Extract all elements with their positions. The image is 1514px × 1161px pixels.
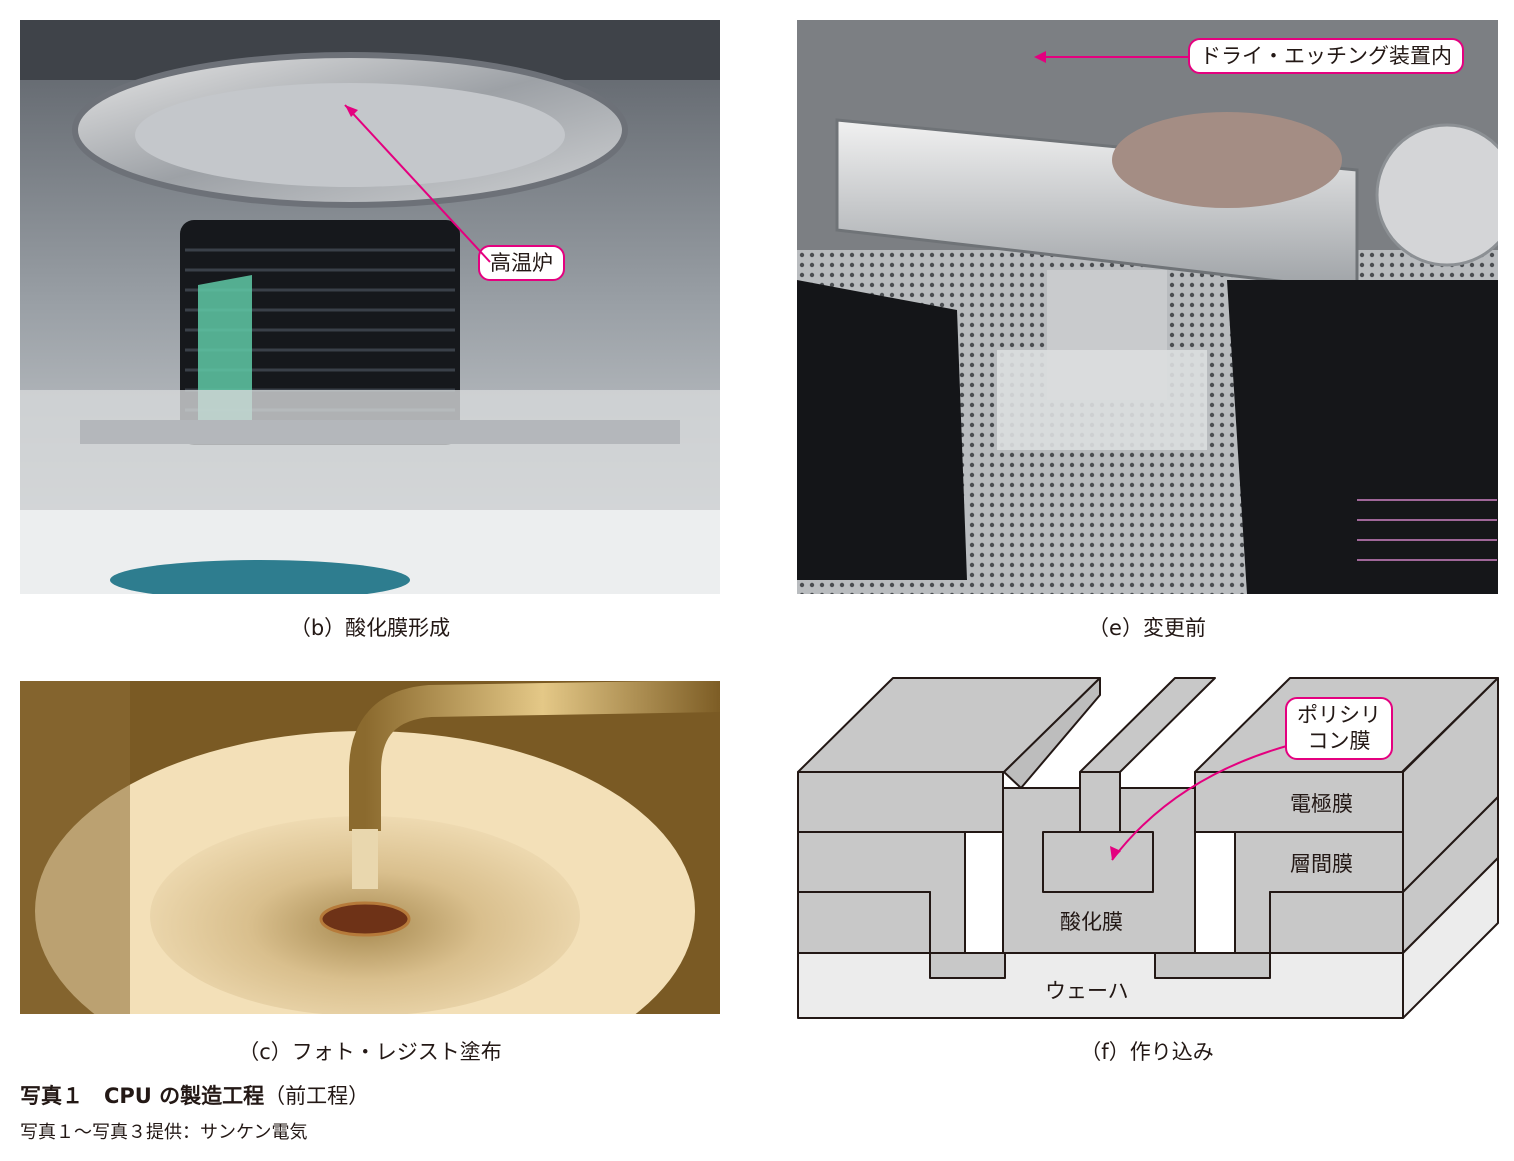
poly-block (1079, 771, 1121, 833)
caption-b: （b）酸化膜形成 (289, 616, 451, 640)
figure-title-main: 写真１ CPU の製造工程 (20, 1084, 265, 1108)
poly-callout-line2: コン膜 (1307, 729, 1371, 754)
side-face-wafer (1402, 857, 1499, 1019)
photo-oxidation-furnace (20, 20, 720, 594)
figure-title: 写真１ CPU の製造工程（前工程） (20, 1080, 369, 1110)
etching-callout: ドライ・エッチング装置内 (1188, 38, 1464, 75)
poly-arrowhead (1110, 846, 1121, 860)
oxide-bottom-right (1154, 952, 1271, 979)
front-upper-block (797, 771, 1004, 833)
figure-credit: 写真１～写真３提供：サンケン電気 (20, 1122, 308, 1143)
poly-callout-line1: ポリシリ (1297, 703, 1381, 727)
figure-title-suffix: （前工程） (264, 1084, 370, 1108)
front-left-bottom (797, 891, 931, 954)
label-electrode: 電極膜 (1290, 792, 1353, 816)
caption-c: （c）フォト・レジスト塗布 (238, 1040, 502, 1064)
label-oxide: 酸化膜 (1060, 910, 1123, 934)
furnace-callout: 高温炉 (478, 245, 565, 282)
oxide-block (1042, 831, 1154, 893)
diagram-cross-section (780, 670, 1510, 1022)
photo-photoresist (20, 681, 720, 1014)
front-right-bottom (1269, 891, 1404, 954)
label-interlayer: 層間膜 (1290, 852, 1353, 876)
caption-f: （f）作り込み (1080, 1040, 1214, 1064)
top-face-trench (1003, 677, 1101, 789)
photo-dry-etching (797, 20, 1498, 594)
poly-arrow (1111, 739, 1311, 861)
poly-callout: ポリシリ コン膜 (1285, 697, 1393, 760)
label-wafer: ウェーハ (1045, 979, 1129, 1003)
caption-e: （e）変更前 (1088, 616, 1206, 640)
oxide-bottom-left (929, 952, 1006, 979)
